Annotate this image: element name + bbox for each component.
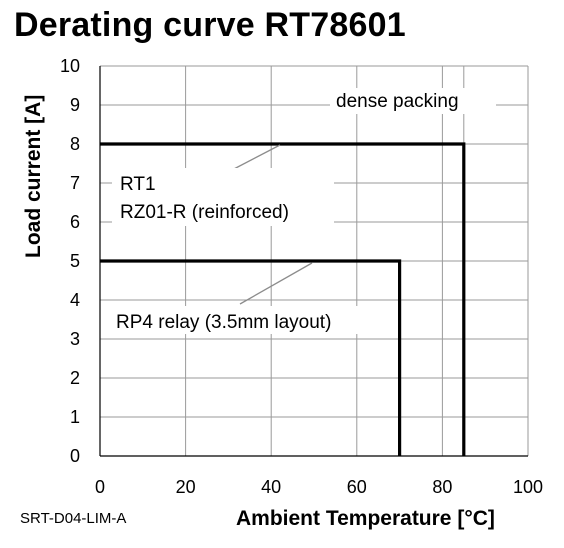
y-tick-label: 4 xyxy=(70,290,80,310)
rp4-label-bg xyxy=(108,306,384,334)
x-tick-label: 0 xyxy=(95,477,105,497)
x-tick-label: 60 xyxy=(347,477,367,497)
y-tick-label: 1 xyxy=(70,407,80,427)
series-line-lower xyxy=(100,259,402,456)
rt1-label-bg xyxy=(112,168,334,226)
y-tick-label: 5 xyxy=(70,251,80,271)
y-tick-label: 8 xyxy=(70,134,80,154)
y-tick-label: 6 xyxy=(70,212,80,232)
y-tick-label: 2 xyxy=(70,368,80,388)
annotation-rp4-relay: RP4 relay (3.5mm layout) xyxy=(116,312,331,333)
y-tick-label: 3 xyxy=(70,329,80,349)
series-group xyxy=(100,142,466,456)
y-tick-label: 10 xyxy=(60,56,80,76)
x-tick-label: 80 xyxy=(432,477,452,497)
y-tick-label: 9 xyxy=(70,95,80,115)
y-axis-label: Load current [A] xyxy=(22,95,45,258)
x-tick-label: 40 xyxy=(261,477,281,497)
annotation-rt1: RT1 xyxy=(120,174,156,195)
y-tick-label: 0 xyxy=(70,446,80,466)
dense-packing-label-bg xyxy=(330,88,496,114)
x-axis-label: Ambient Temperature [°C] xyxy=(236,507,495,530)
document-code: SRT-D04-LIM-A xyxy=(20,510,127,527)
x-tick-label: 20 xyxy=(176,477,196,497)
y-tick-label: 7 xyxy=(70,173,80,193)
series-line-upper xyxy=(100,142,466,456)
leader-rp4 xyxy=(239,262,313,305)
annotation-rz01-r: RZ01-R (reinforced) xyxy=(120,202,289,223)
chart-title: Derating curve RT78601 xyxy=(14,6,406,44)
annotation-dense-packing: dense packing xyxy=(336,91,459,112)
x-tick-label: 100 xyxy=(513,477,543,497)
